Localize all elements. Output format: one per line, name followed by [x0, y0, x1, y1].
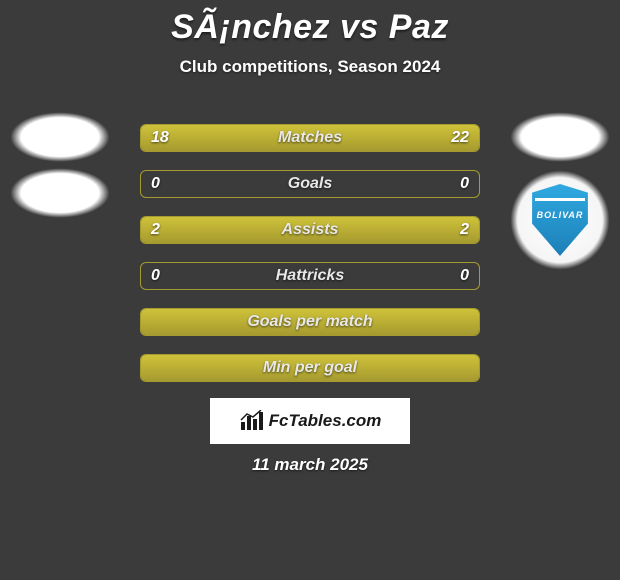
- team-badge-right-1: [510, 112, 610, 162]
- footer-attribution: FcTables.com: [210, 398, 410, 444]
- page-subtitle: Club competitions, Season 2024: [0, 57, 620, 77]
- date-text: 11 march 2025: [0, 455, 620, 475]
- team-badge-left-2: [10, 168, 110, 218]
- stat-label: Goals: [141, 175, 479, 193]
- page-title: SÃ¡nchez vs Paz: [0, 0, 620, 47]
- team-crest-right: BOLIVAR: [510, 170, 610, 270]
- shield-icon: BOLIVAR: [529, 184, 591, 256]
- team-badge-left-1: [10, 112, 110, 162]
- stat-row: 22Assists: [140, 216, 480, 244]
- bar-chart-icon: [239, 410, 265, 432]
- stat-label: Hattricks: [141, 267, 479, 285]
- stat-row: 00Hattricks: [140, 262, 480, 290]
- stat-label: Assists: [141, 221, 479, 239]
- stat-label: Matches: [141, 129, 479, 147]
- stat-row: Min per goal: [140, 354, 480, 382]
- stat-row: Goals per match: [140, 308, 480, 336]
- stat-label: Goals per match: [141, 313, 479, 331]
- stat-row: 1822Matches: [140, 124, 480, 152]
- stat-row: 00Goals: [140, 170, 480, 198]
- shield-text: BOLIVAR: [529, 210, 591, 220]
- stat-label: Min per goal: [141, 359, 479, 377]
- footer-site-text: FcTables.com: [269, 411, 382, 431]
